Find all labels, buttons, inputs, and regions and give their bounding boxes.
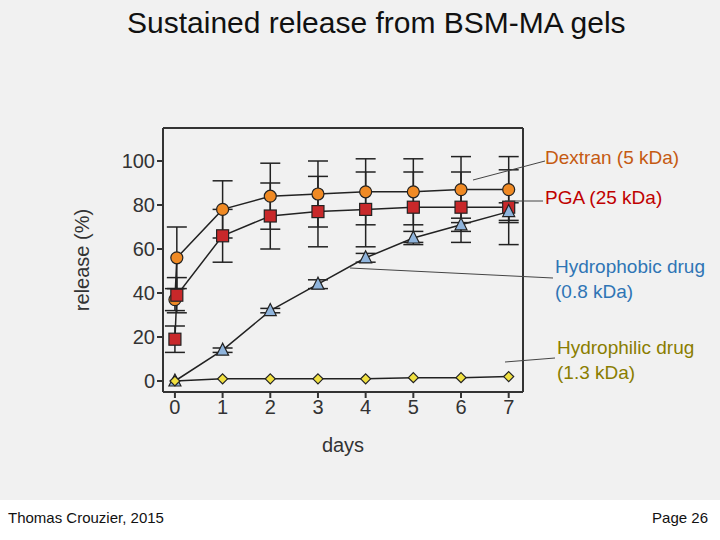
svg-text:1: 1 (217, 396, 228, 418)
svg-text:release (%): release (%) (71, 209, 93, 311)
svg-text:4: 4 (360, 396, 371, 418)
svg-text:40: 40 (133, 282, 155, 304)
html-text:Thomas Crouzier, 2015: Thomas Crouzier, 2015 (8, 509, 164, 526)
svg-text:7: 7 (503, 396, 514, 418)
html-text:Hydrophobic drug (0.8 kDa): Hydrophobic drug (0.8 kDa) (555, 256, 705, 302)
svg-text:days: days (322, 434, 364, 456)
svg-text:20: 20 (133, 326, 155, 348)
svg-text:5: 5 (408, 396, 419, 418)
svg-text:100: 100 (122, 150, 155, 172)
svg-text:3: 3 (312, 396, 323, 418)
html-text:Page 26: Page 26 (652, 509, 708, 526)
svg-text:0: 0 (169, 396, 180, 418)
html-text:Dextran (5 kDa): Dextran (5 kDa) (545, 147, 680, 168)
svg-text:2: 2 (265, 396, 276, 418)
html-text:PGA (25 kDa): PGA (25 kDa) (545, 187, 663, 208)
svg-text:80: 80 (133, 194, 155, 216)
svg-text:60: 60 (133, 238, 155, 260)
svg-text:6: 6 (455, 396, 466, 418)
html-text:Sustained release from BSM-MA: Sustained release from BSM-MA gels (127, 6, 626, 39)
svg-text:0: 0 (144, 370, 155, 392)
html-text:Hydrophilic drug (1.3 kDa): Hydrophilic drug (1.3 kDa) (557, 337, 695, 383)
